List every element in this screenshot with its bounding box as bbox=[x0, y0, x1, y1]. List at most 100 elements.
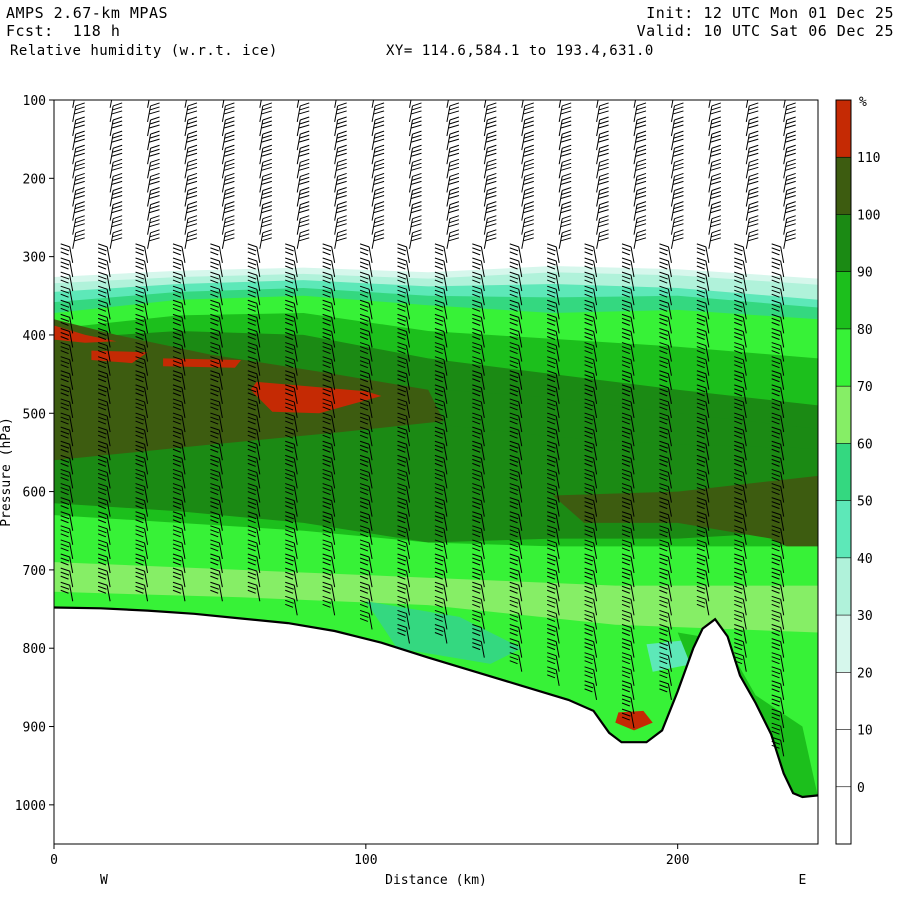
wind-barb bbox=[397, 426, 410, 447]
rh-band-supersat-5 bbox=[615, 710, 653, 731]
wind-barb bbox=[322, 257, 336, 278]
wind-barb bbox=[708, 100, 712, 108]
wind-barb bbox=[509, 328, 523, 348]
wind-barb bbox=[285, 370, 298, 390]
y-axis-label: Pressure (hPa) bbox=[0, 417, 14, 527]
wind-barb bbox=[247, 454, 261, 475]
wind-barb bbox=[359, 440, 373, 461]
wind-barb bbox=[621, 652, 635, 672]
wind-barb bbox=[633, 187, 647, 207]
colorbar-swatch bbox=[836, 557, 851, 616]
wind-barb bbox=[210, 468, 223, 489]
wind-barb bbox=[210, 342, 223, 362]
wind-barb bbox=[596, 187, 609, 207]
wind-barb bbox=[509, 483, 523, 503]
wind-barb bbox=[434, 567, 448, 588]
wind-barb bbox=[397, 356, 410, 376]
wind-barb bbox=[584, 483, 598, 503]
wind-barb bbox=[745, 116, 759, 137]
wind-barb bbox=[371, 201, 385, 221]
wind-barb bbox=[296, 100, 301, 108]
wind-barb bbox=[397, 412, 410, 433]
wind-barb bbox=[696, 525, 710, 545]
wind-barb bbox=[771, 356, 785, 376]
wind-barb bbox=[97, 454, 111, 475]
wind-barb bbox=[621, 539, 635, 560]
wind-barb bbox=[584, 426, 598, 447]
wind-barb bbox=[546, 440, 560, 461]
wind-barb bbox=[60, 412, 74, 433]
wind-barb bbox=[621, 468, 635, 489]
wind-barb bbox=[745, 187, 759, 207]
wind-barb bbox=[247, 553, 261, 574]
wind-barb bbox=[708, 215, 722, 235]
wind-barb bbox=[584, 243, 598, 263]
wind-barb bbox=[322, 356, 336, 376]
wind-barb bbox=[434, 468, 448, 489]
wind-barb bbox=[72, 116, 85, 137]
wind-barb bbox=[708, 102, 722, 123]
colorbar-swatch bbox=[836, 729, 851, 787]
wind-barb bbox=[285, 468, 298, 489]
wind-barb bbox=[659, 384, 672, 404]
wind-barb bbox=[409, 102, 422, 123]
wind-barb bbox=[434, 609, 448, 630]
y-tick-label: 900 bbox=[23, 721, 46, 736]
wind-barb bbox=[483, 102, 497, 123]
wind-barb bbox=[109, 116, 123, 137]
wind-barb bbox=[771, 708, 785, 729]
wind-barb bbox=[135, 581, 149, 602]
y-tick-label: 1000 bbox=[15, 799, 46, 814]
wind-barb bbox=[584, 609, 598, 630]
wind-barb bbox=[247, 483, 261, 503]
wind-barb bbox=[434, 539, 448, 560]
wind-barb bbox=[696, 567, 710, 588]
y-tick-label: 500 bbox=[23, 407, 46, 422]
wind-barb bbox=[659, 652, 672, 672]
wind-barb bbox=[621, 285, 635, 306]
wind-barb bbox=[247, 370, 261, 390]
wind-barb bbox=[135, 468, 149, 489]
terrain-surface-line bbox=[54, 606, 818, 799]
wind-barb bbox=[659, 412, 672, 433]
wind-barb bbox=[771, 384, 785, 404]
wind-barb bbox=[285, 398, 298, 419]
rh-band-110-lower bbox=[552, 475, 818, 563]
wind-barb bbox=[221, 102, 235, 123]
left-endpoint-label: W bbox=[100, 873, 108, 888]
wind-barb bbox=[359, 271, 373, 292]
wind-barb bbox=[659, 328, 672, 348]
wind-barb bbox=[322, 313, 336, 334]
wind-barb bbox=[397, 609, 410, 630]
wind-barb bbox=[771, 624, 785, 644]
wind-barb bbox=[72, 100, 76, 108]
wind-barb bbox=[472, 539, 485, 560]
wind-barb bbox=[584, 511, 598, 531]
wind-barb bbox=[247, 328, 261, 348]
wind-barb bbox=[322, 581, 336, 602]
wind-barb bbox=[172, 567, 186, 588]
wind-barb bbox=[745, 100, 750, 108]
wind-barb bbox=[97, 384, 111, 404]
wind-barb bbox=[621, 553, 635, 574]
wind-barb bbox=[397, 525, 410, 545]
wind-barb bbox=[584, 384, 598, 404]
wind-barb bbox=[734, 384, 747, 404]
wind-barb bbox=[397, 328, 410, 348]
wind-barb bbox=[247, 412, 261, 433]
wind-barb bbox=[472, 356, 485, 376]
wind-barb bbox=[546, 666, 560, 686]
wind-barb bbox=[296, 144, 310, 165]
wind-barb bbox=[285, 328, 298, 348]
wind-barb bbox=[109, 229, 123, 249]
wind-barb bbox=[371, 187, 385, 207]
wind-barb bbox=[659, 299, 672, 320]
wind-barb bbox=[771, 553, 785, 574]
wind-barb bbox=[509, 370, 523, 390]
wind-barb bbox=[558, 158, 572, 179]
wind-barb bbox=[210, 328, 223, 348]
wind-barb bbox=[472, 440, 485, 461]
wind-barb bbox=[509, 525, 523, 545]
y-tick-label: 200 bbox=[23, 172, 46, 187]
wind-barb bbox=[172, 483, 186, 503]
